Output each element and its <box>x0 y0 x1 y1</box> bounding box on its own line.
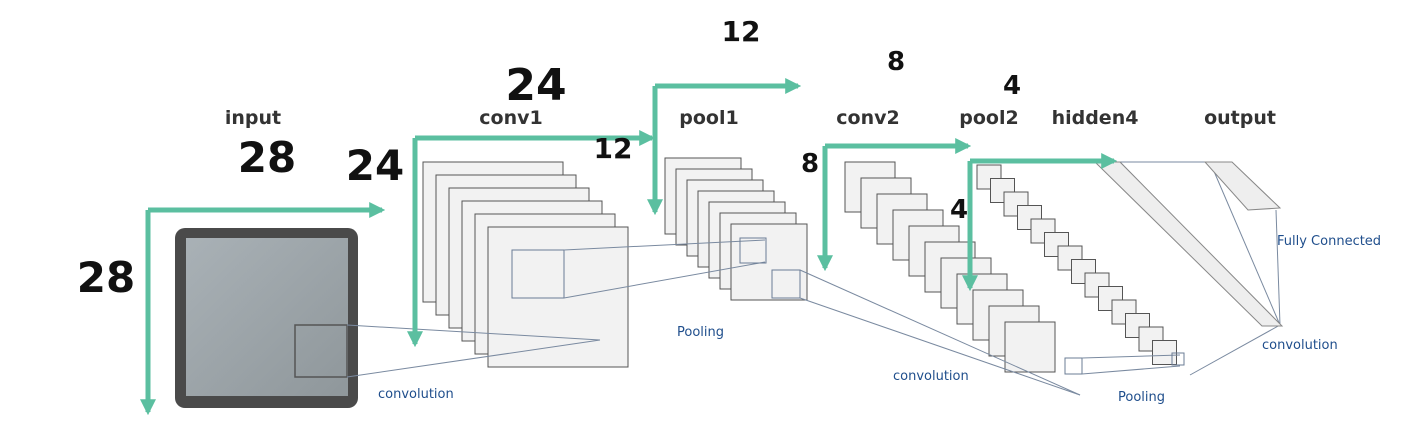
conv2-height-label: 8 <box>801 149 819 179</box>
pool2-width-label: 4 <box>1003 71 1021 101</box>
pool1-height-label: 12 <box>594 132 633 165</box>
input-height-label: 28 <box>77 253 135 302</box>
conv1-feature-maps <box>422 161 629 368</box>
conv2-map-11 <box>1004 321 1056 373</box>
dimension-arrows <box>139 77 1118 416</box>
pool2-map-1 <box>976 164 1002 190</box>
pool1-width-label: 12 <box>722 15 761 48</box>
op-label-convolution-1: convolution <box>378 387 454 402</box>
layer-label-input: input <box>225 107 281 129</box>
input-image <box>175 228 358 408</box>
input-width-label: 28 <box>238 133 296 182</box>
op-label-pooling-1: Pooling <box>677 325 724 340</box>
op-label-convolution-3: convolution <box>1262 338 1338 353</box>
conv2-width-label: 8 <box>887 47 905 77</box>
layer-label-conv2: conv2 <box>836 107 899 129</box>
layer-label-pool2: pool2 <box>959 107 1018 129</box>
op-label-pooling-2: Pooling <box>1118 390 1165 405</box>
layer-label-conv1: conv1 <box>479 107 542 129</box>
op-label-fully-connected: Fully Connected <box>1277 234 1381 249</box>
op-label-convolution-2: convolution <box>893 369 969 384</box>
layer-label-output: output <box>1204 107 1276 129</box>
connection-lines <box>346 161 1281 396</box>
input-receptive-field <box>294 324 348 378</box>
conv2-feature-maps <box>844 161 1056 373</box>
conv1-map-6 <box>487 226 629 368</box>
conv1-height-label: 24 <box>346 141 404 190</box>
pool2-height-label: 4 <box>950 195 968 225</box>
pool1-map-7 <box>730 223 808 301</box>
layer-label-hidden4: hidden4 <box>1052 107 1139 129</box>
pool1-feature-maps <box>664 157 808 301</box>
layer-label-pool1: pool1 <box>679 107 738 129</box>
conv1-width-label: 24 <box>505 60 566 111</box>
output-layer <box>1203 161 1282 211</box>
